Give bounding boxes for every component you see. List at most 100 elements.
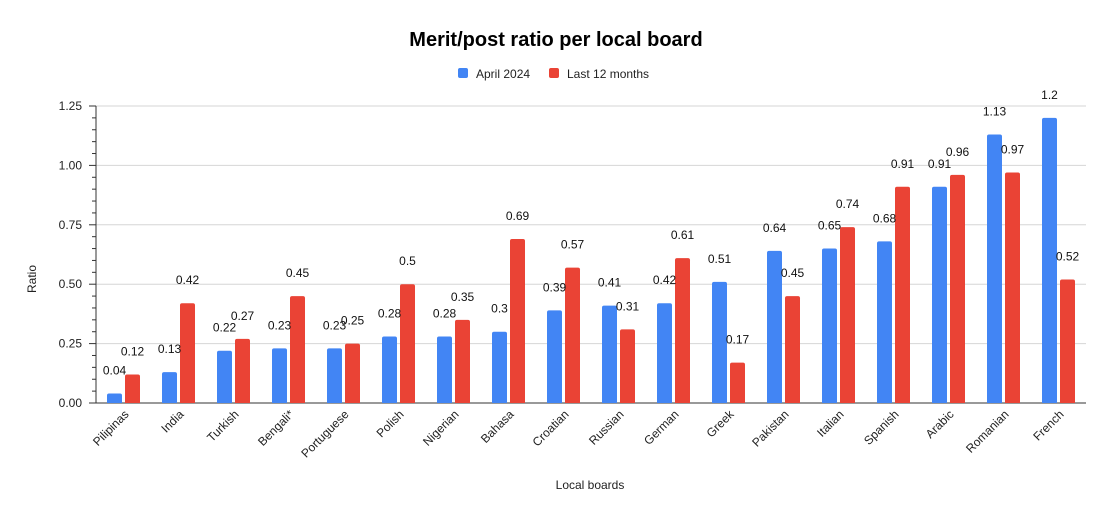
data-label-last-12-months: 0.52 xyxy=(1056,249,1080,263)
bar-last-12-months xyxy=(730,362,745,403)
data-label-april-2024: 0.23 xyxy=(268,318,292,332)
y-tick-label: 0.25 xyxy=(59,337,83,351)
bar-april-2024 xyxy=(272,348,287,403)
data-label-last-12-months: 0.61 xyxy=(671,228,695,242)
data-label-april-2024: 0.41 xyxy=(598,276,622,290)
legend-swatch-april-2024 xyxy=(458,68,468,78)
data-label-last-12-months: 0.25 xyxy=(341,314,365,328)
y-tick-label: 1.25 xyxy=(59,99,83,113)
data-label-april-2024: 0.28 xyxy=(378,306,402,320)
bar-last-12-months xyxy=(785,296,800,403)
y-tick-label: 0.50 xyxy=(59,277,83,291)
x-tick-label: Bengali* xyxy=(255,407,297,449)
bar-april-2024 xyxy=(162,372,177,403)
x-tick-label: German xyxy=(641,407,682,448)
data-label-last-12-months: 0.45 xyxy=(286,266,310,280)
data-label-april-2024: 1.13 xyxy=(983,105,1007,119)
data-label-april-2024: 0.68 xyxy=(873,211,897,225)
bar-last-12-months xyxy=(620,329,635,403)
bar-last-12-months xyxy=(950,174,965,403)
data-label-april-2024: 0.51 xyxy=(708,252,732,266)
x-tick-label: Croatian xyxy=(530,407,572,449)
x-tick-label: Romanian xyxy=(963,407,1012,456)
x-tick-label: Russian xyxy=(586,407,627,448)
bar-last-12-months xyxy=(290,296,305,403)
x-tick-label: Pilipinas xyxy=(90,407,132,449)
x-tick-label: Italian xyxy=(814,407,847,440)
gridlines xyxy=(89,105,1086,404)
bar-last-12-months xyxy=(1005,172,1020,403)
x-tick-label: Greek xyxy=(704,407,738,441)
bar-last-12-months xyxy=(455,319,470,403)
x-tick-label: Pakistan xyxy=(749,407,791,449)
data-label-april-2024: 0.23 xyxy=(323,318,347,332)
bar-april-2024 xyxy=(437,336,452,403)
bar-april-2024 xyxy=(602,305,617,403)
data-label-last-12-months: 0.42 xyxy=(176,273,200,287)
data-label-last-12-months: 0.12 xyxy=(121,344,145,358)
x-tick-label: Portuguese xyxy=(298,407,352,461)
data-label-last-12-months: 0.45 xyxy=(781,266,805,280)
bar-last-12-months xyxy=(510,239,525,403)
data-label-april-2024: 0.3 xyxy=(491,302,508,316)
data-label-last-12-months: 0.35 xyxy=(451,290,475,304)
legend-label-last-12-months: Last 12 months xyxy=(567,67,649,81)
data-label-last-12-months: 0.97 xyxy=(1001,143,1025,157)
data-label-april-2024: 0.91 xyxy=(928,157,952,171)
data-label-last-12-months: 0.27 xyxy=(231,309,255,323)
y-tick-label: 1.00 xyxy=(59,158,83,172)
y-tick-label: 0.00 xyxy=(59,396,83,410)
bar-april-2024 xyxy=(107,393,122,403)
data-label-april-2024: 0.13 xyxy=(158,342,182,356)
data-label-april-2024: 0.42 xyxy=(653,273,677,287)
x-tick-label: Spanish xyxy=(861,407,902,448)
bar-april-2024 xyxy=(932,186,947,403)
bar-last-12-months xyxy=(895,186,910,403)
data-labels: 0.040.12 0.130.420.220.270.230.450.230.25… xyxy=(103,88,1080,378)
x-tick-label: Arabic xyxy=(923,407,957,441)
bar-april-2024 xyxy=(547,310,562,403)
bar-last-12-months xyxy=(235,338,250,403)
bar-april-2024 xyxy=(712,281,727,403)
data-label-april-2024: 0.64 xyxy=(763,221,787,235)
x-axis-title: Local boards xyxy=(556,478,625,492)
bar-last-12-months xyxy=(565,267,580,403)
x-tick-label: Nigerian xyxy=(420,407,462,449)
data-label-april-2024: 0.22 xyxy=(213,321,237,335)
bar-last-12-months xyxy=(180,303,195,403)
bar-april-2024 xyxy=(767,250,782,403)
legend: April 2024 Last 12 months xyxy=(458,67,649,81)
data-label-april-2024: 0.39 xyxy=(543,280,567,294)
x-tick-label: Polish xyxy=(374,407,407,440)
x-tick-label: Turkish xyxy=(204,407,241,444)
data-label-last-12-months: 0.5 xyxy=(399,254,416,268)
bar-last-12-months xyxy=(400,284,415,403)
bar-last-12-months xyxy=(840,227,855,403)
data-label-april-2024: 0.65 xyxy=(818,219,842,233)
data-label-last-12-months: 0.17 xyxy=(726,333,750,347)
bar-april-2024 xyxy=(382,336,397,403)
data-label-last-12-months: 0.57 xyxy=(561,238,585,252)
y-axis-title: Ratio xyxy=(25,265,39,293)
bar-april-2024 xyxy=(822,248,837,403)
bar-last-12-months xyxy=(125,374,140,403)
data-label-last-12-months: 0.96 xyxy=(946,145,970,159)
bar-last-12-months xyxy=(345,343,360,403)
chart-title: Merit/post ratio per local board xyxy=(409,29,702,51)
bar-april-2024 xyxy=(987,134,1002,403)
data-label-april-2024: 1.2 xyxy=(1041,88,1058,102)
x-tick-label: French xyxy=(1030,407,1066,443)
y-axis-ticks: 0.00 0.25 0.50 0.75 1.00 1.25 xyxy=(59,99,83,410)
data-label-last-12-months: 0.91 xyxy=(891,157,915,171)
bar-april-2024 xyxy=(1042,117,1057,403)
x-axis-ticks: Pilipinas India Turkish Bengali* Portuguese P… xyxy=(90,407,1067,461)
data-label-last-12-months: 0.31 xyxy=(616,299,640,313)
legend-swatch-last-12-months xyxy=(549,68,559,78)
x-tick-label: India xyxy=(158,407,187,436)
x-tick-label: Bahasa xyxy=(478,407,517,446)
data-label-april-2024: 0.04 xyxy=(103,363,127,377)
bar-april-2024 xyxy=(217,350,232,403)
bar-last-12-months xyxy=(1060,279,1075,403)
data-label-april-2024: 0.28 xyxy=(433,306,457,320)
